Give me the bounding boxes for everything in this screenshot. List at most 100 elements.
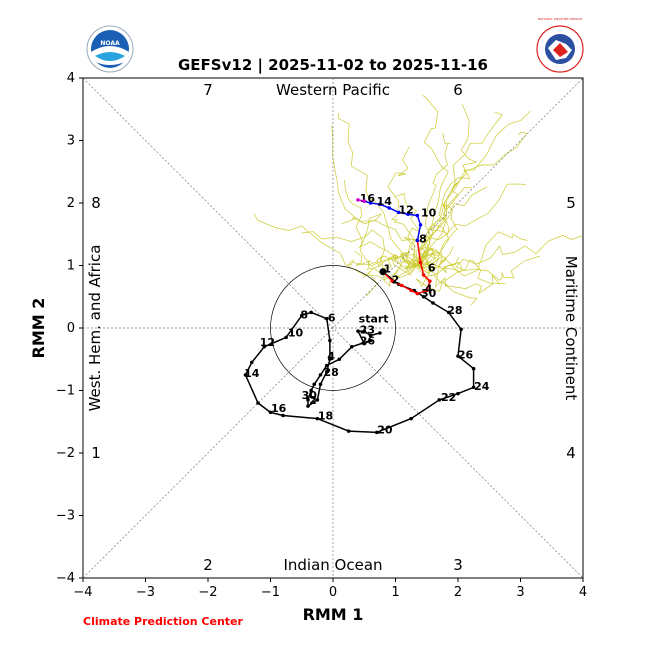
observed-point — [456, 391, 460, 396]
observed-point — [268, 410, 273, 415]
day-label: 16 — [271, 402, 287, 415]
observed-point — [368, 333, 373, 338]
observed-point — [446, 310, 451, 315]
forecast-start-marker — [379, 268, 387, 276]
phase-4-label: 4 — [566, 444, 576, 462]
x-tick-label: −3 — [136, 585, 155, 600]
x-tick-label: −4 — [73, 585, 92, 600]
observed-point — [262, 344, 267, 349]
day-label: 26 — [458, 348, 474, 361]
y-axis-label: RMM 2 — [29, 298, 48, 359]
ensemble-member-line — [410, 182, 459, 266]
observed-point — [337, 357, 342, 362]
observed-point — [471, 366, 476, 371]
phase-1-label: 1 — [91, 444, 101, 462]
unit-circle — [270, 265, 396, 391]
ensemble-member-line — [394, 193, 424, 270]
day-label: 12 — [260, 336, 275, 349]
observed-point — [306, 398, 310, 402]
day-label: 30 — [302, 389, 318, 402]
observed-point — [362, 329, 367, 333]
week2-point — [368, 201, 373, 205]
noaa-logo: NOAA — [86, 25, 134, 73]
week2-point — [415, 213, 420, 218]
tail-track — [356, 198, 367, 203]
day-label: 28 — [447, 304, 462, 317]
y-tick-label: 0 — [67, 321, 75, 336]
ensemble-member-line — [417, 235, 582, 277]
day-label: 4 — [327, 350, 335, 363]
week2-point — [418, 223, 423, 227]
week2-point — [396, 210, 401, 215]
phase-8-label: 8 — [91, 194, 101, 212]
day-label: 2 — [309, 394, 317, 407]
ensemble-member-line — [417, 111, 503, 266]
week1-point — [415, 291, 420, 296]
ensemble-member-line — [337, 112, 418, 266]
week2-point — [415, 238, 420, 243]
tail-point — [362, 199, 367, 203]
observed-point — [328, 338, 332, 343]
week1-point — [390, 279, 395, 283]
observed-point — [328, 357, 332, 362]
day-label: 10 — [288, 326, 304, 339]
region-right: Maritime Continent — [562, 256, 580, 401]
day-label: 20 — [377, 423, 393, 436]
day-label: 26 — [360, 335, 376, 348]
tail-point — [356, 198, 360, 202]
day-label: 4 — [425, 283, 433, 296]
x-tick-label: −2 — [198, 585, 217, 600]
week2-point — [378, 202, 382, 207]
week1-point — [421, 273, 426, 277]
day-label: 8 — [419, 233, 427, 246]
observed-point — [346, 429, 351, 433]
observed-point — [421, 294, 426, 299]
observed-point — [456, 354, 460, 358]
day-label: 23 — [360, 323, 375, 336]
y-tick-label: 4 — [67, 71, 75, 86]
observed-point — [318, 382, 323, 387]
ensemble-member-line — [417, 186, 488, 270]
observed-point — [256, 401, 260, 405]
observed-point — [315, 416, 320, 421]
x-axis-label: RMM 1 — [303, 605, 364, 624]
ensemble-member-line — [331, 125, 422, 267]
day-label: 14 — [377, 195, 393, 208]
ensemble-member-line — [344, 179, 418, 270]
ensemble-member-line — [301, 229, 418, 273]
ensemble-member-line — [415, 131, 528, 266]
x-tick-label: 3 — [516, 585, 524, 600]
observed-point — [459, 327, 463, 332]
phase-6-label: 6 — [453, 81, 463, 99]
week1-point — [399, 283, 404, 288]
week1-point — [424, 288, 429, 293]
chart-title: GEFSv12 | 2025-11-02 to 2025-11-16 — [178, 56, 488, 75]
day-label: 1 — [384, 263, 392, 276]
observed-point — [324, 363, 329, 368]
observed-point — [249, 360, 254, 365]
day-label: 6 — [428, 261, 436, 274]
week1-point — [428, 279, 432, 283]
phase-7-label: 7 — [203, 81, 213, 99]
day-label: 14 — [244, 367, 260, 380]
day-label: start — [359, 313, 389, 326]
day-label: 24 — [474, 380, 490, 393]
observed-point — [362, 341, 367, 346]
x-tick-label: 2 — [454, 585, 462, 600]
day-label: 8 — [300, 308, 308, 321]
observed-point — [471, 385, 476, 390]
week2-point — [387, 206, 392, 210]
observed-point — [374, 430, 379, 435]
nws-logo-text: NATIONAL WEATHER SERVICE — [538, 17, 583, 21]
ensemble-member-line — [340, 213, 418, 266]
ensemble-member-line — [417, 95, 449, 266]
ensemble-members — [253, 95, 582, 306]
week1-track: 2 4 6 8 — [381, 233, 436, 296]
observed-point — [431, 301, 435, 305]
observed-point — [356, 329, 360, 333]
ensemble-member-line — [417, 103, 478, 266]
ensemble-member-line — [410, 183, 527, 268]
ensemble-member-line — [393, 256, 440, 278]
week1-point — [409, 288, 413, 293]
